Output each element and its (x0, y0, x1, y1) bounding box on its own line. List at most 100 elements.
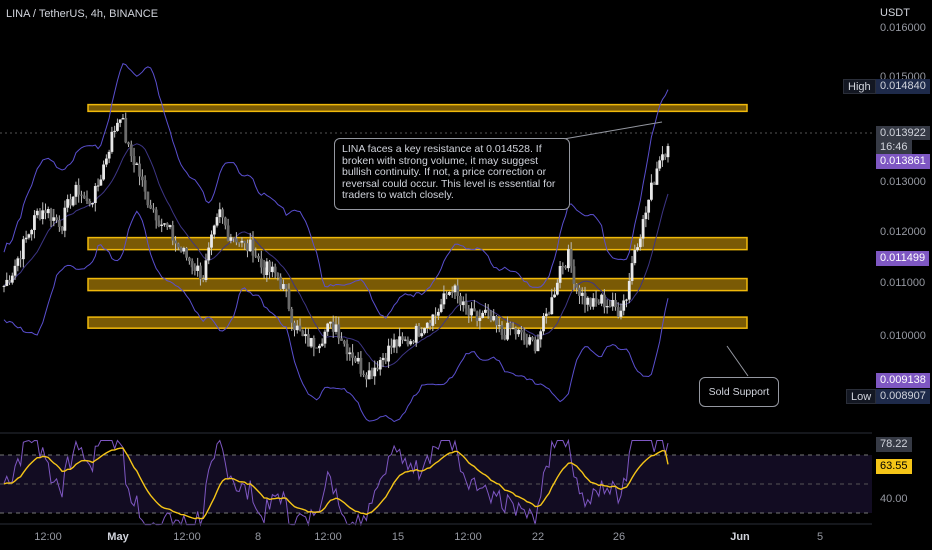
last-price-tag: 0.013922 (876, 126, 930, 140)
candle-body (55, 217, 58, 221)
candle-body (229, 237, 233, 241)
price-tick: 0.016000 (880, 22, 926, 34)
high-value-tag: 0.014840 (876, 79, 930, 94)
candle-body (456, 285, 460, 296)
candle-body (353, 357, 357, 362)
candle-body (304, 334, 307, 337)
candle-body (602, 294, 606, 308)
candle-body (348, 352, 352, 355)
candle-body (63, 207, 67, 231)
symbol-title[interactable]: LINA / TetherUS, 4h, BINANCE (6, 8, 159, 20)
candle-body (423, 328, 426, 334)
candle-body (583, 292, 587, 305)
candle-body (196, 265, 200, 271)
rsi-value-tag: 78.22 (876, 437, 912, 452)
candle-body (174, 240, 177, 244)
candle-body (539, 331, 543, 340)
rsi-ma-line (3, 447, 669, 520)
candle-body (489, 310, 493, 321)
candle-body (235, 238, 238, 243)
candle-body (572, 266, 576, 284)
candle-body (594, 298, 598, 302)
candle-body (464, 301, 468, 309)
candle-body (295, 325, 299, 331)
candle-body (323, 331, 327, 344)
candle-body (522, 332, 526, 341)
support-note[interactable]: Sold Support (699, 377, 779, 407)
candle-body (5, 279, 9, 286)
candle-body (531, 337, 534, 340)
candle-body (409, 341, 413, 345)
candle-body (381, 357, 385, 361)
candle-body (163, 223, 166, 225)
candle-body (16, 258, 20, 266)
candle-body (254, 255, 258, 257)
candle-body (24, 237, 28, 240)
candle-body (533, 339, 537, 352)
candle-body (633, 250, 637, 264)
candle-body (395, 339, 399, 347)
candle-body (124, 117, 128, 143)
candle-body (259, 258, 263, 268)
candle-body (528, 337, 532, 345)
candle-body (630, 263, 634, 282)
candle-body (641, 219, 645, 239)
candle-body (74, 184, 78, 197)
candle-body (171, 225, 175, 241)
candle-body (575, 283, 579, 288)
candle-body (506, 322, 509, 340)
support-pointer-line (726, 345, 749, 377)
candle-body (442, 293, 446, 305)
candle-body (199, 265, 202, 280)
candle-body (517, 329, 520, 335)
bar-countdown: 16:46 (876, 140, 912, 154)
candle-body (605, 306, 609, 308)
candle-body (373, 367, 377, 377)
candle-body (91, 202, 94, 205)
candle-body (215, 217, 219, 226)
candle-body (212, 225, 216, 235)
axis-currency[interactable]: USDT (880, 7, 910, 19)
candle-body (312, 338, 316, 348)
candle-body (514, 328, 518, 335)
candle-body (326, 323, 330, 332)
candle-body (82, 195, 86, 199)
time-tick: 8 (254, 531, 262, 543)
candle-body (35, 210, 39, 216)
candle-body (392, 339, 396, 348)
time-tick: 15 (391, 531, 405, 543)
candle-body (176, 243, 180, 248)
candle-body (329, 321, 332, 324)
candle-body (459, 295, 462, 306)
candle-body (13, 265, 17, 276)
candle-body (340, 338, 343, 341)
candles (2, 112, 670, 388)
candle-body (152, 208, 155, 210)
candle-body (478, 317, 482, 321)
candle-body (378, 360, 382, 370)
candle-body (661, 154, 664, 161)
candle-body (425, 322, 429, 329)
candle-body (470, 308, 473, 316)
high-label: High (843, 79, 876, 94)
candle-body (519, 329, 523, 333)
candle-body (44, 210, 47, 214)
candle-body (69, 199, 72, 206)
candle-body (638, 238, 642, 248)
candle-body (367, 370, 371, 380)
candle-body (663, 154, 667, 158)
candle-body (608, 306, 612, 308)
time-tick: 5 (816, 531, 824, 543)
candle-body (558, 266, 562, 283)
candle-body (165, 223, 169, 228)
time-tick: May (107, 531, 129, 543)
candle-body (19, 258, 22, 260)
candle-body (472, 308, 476, 312)
candle-body (655, 168, 659, 185)
candle-body (356, 357, 360, 362)
candle-body (270, 266, 274, 273)
resistance-note[interactable]: LINA faces a key resistance at 0.014528.… (334, 138, 570, 210)
candle-body (41, 210, 45, 220)
candle-body (66, 199, 70, 208)
